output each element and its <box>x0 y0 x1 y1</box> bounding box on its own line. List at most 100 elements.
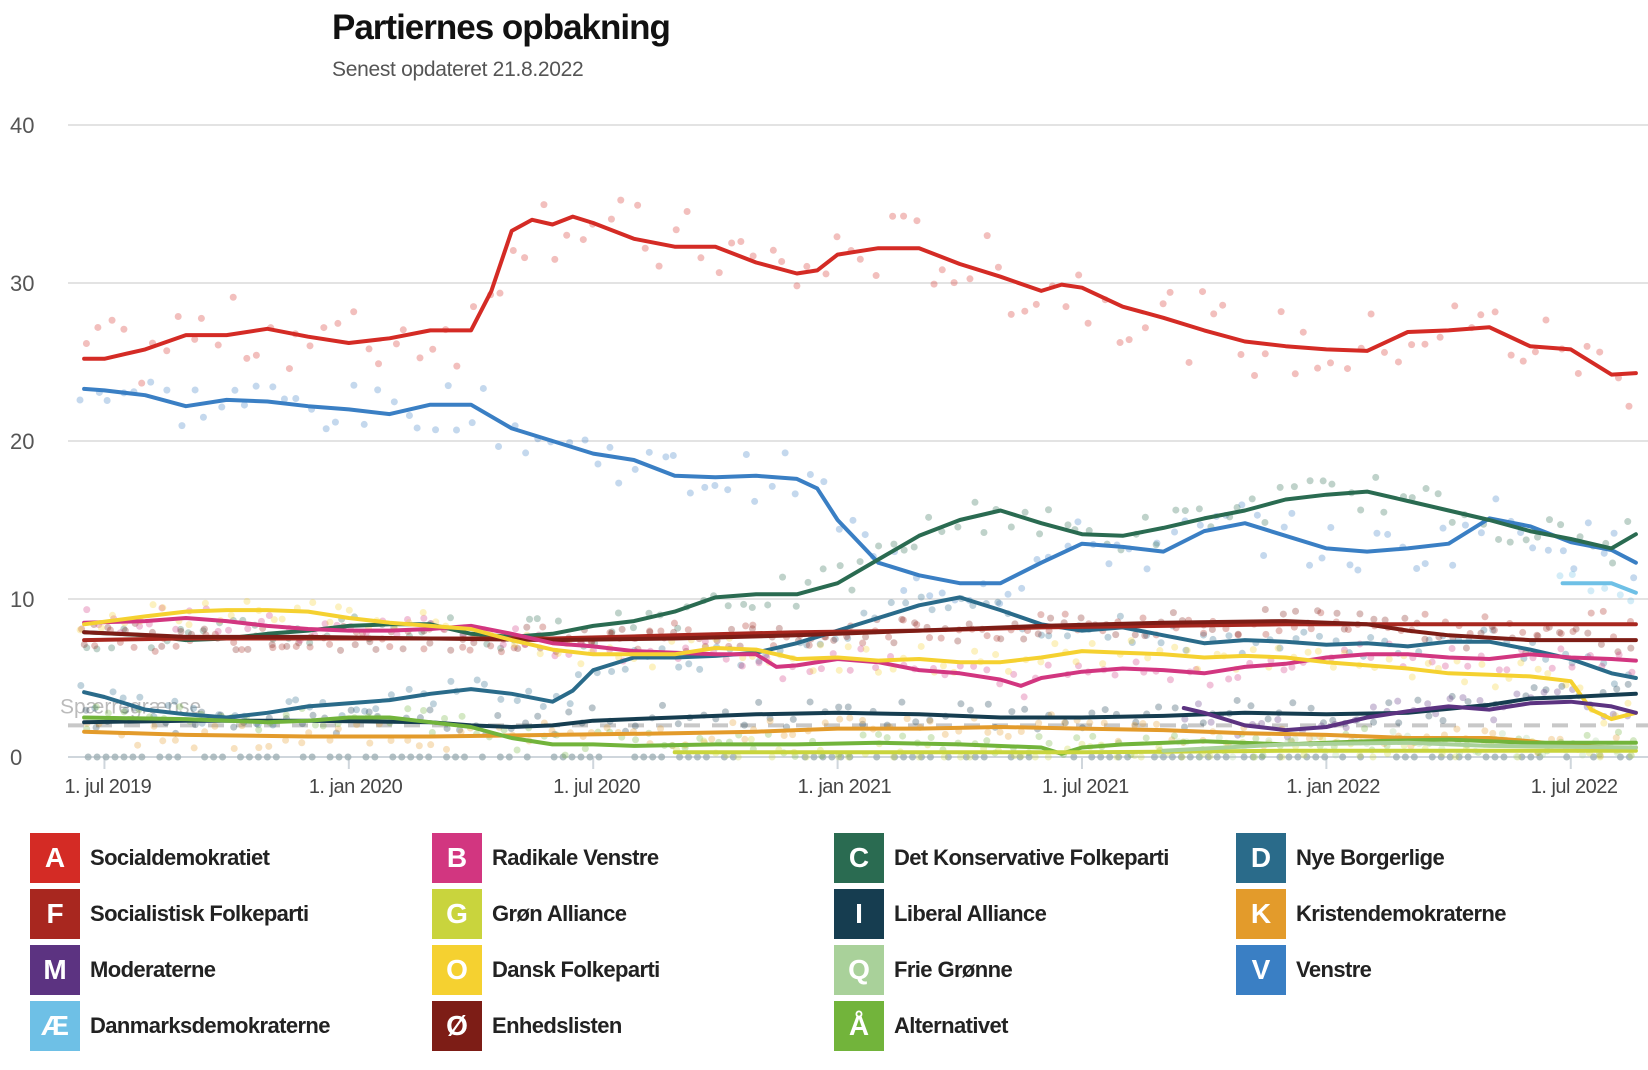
poll-dot-D <box>1315 632 1323 640</box>
poll-dot-V <box>103 396 111 404</box>
poll-dot-V <box>1004 590 1012 598</box>
poll-dot-C <box>764 601 772 609</box>
poll-dot-Ø <box>1077 614 1085 622</box>
poll-dot-O <box>992 651 1000 659</box>
poll-dot-V <box>900 586 908 594</box>
poll-dot-A <box>1277 308 1285 316</box>
poll-dot-C <box>1319 477 1327 485</box>
poll-dot-V <box>1354 566 1362 574</box>
poll-dot-A <box>392 340 400 348</box>
legend-label: Socialdemokratiet <box>90 845 270 870</box>
poll-dot-Å <box>120 708 128 716</box>
poll-dot-B <box>1495 666 1503 674</box>
poll-dot-K <box>1453 725 1461 733</box>
poll-dot-F <box>230 639 238 647</box>
poll-dot <box>254 753 262 761</box>
poll-dot-O <box>1478 660 1486 668</box>
poll-dot-C <box>446 614 454 622</box>
poll-dot-V <box>444 382 452 390</box>
poll-dot-C <box>875 542 883 550</box>
poll-dot-I <box>1624 680 1632 688</box>
poll-dot-Ø <box>337 646 345 654</box>
poll-dot-Å <box>1259 752 1267 760</box>
poll-dot <box>416 753 424 761</box>
poll-dot-B <box>872 664 880 672</box>
poll-dot-Ø <box>830 636 838 644</box>
poll-dot-V <box>751 497 759 505</box>
poll-dot <box>873 753 881 761</box>
poll-dot-C <box>1172 506 1180 514</box>
x-tick-label: 1. jan 2022 <box>1286 776 1380 798</box>
poll-dot-K <box>603 724 611 732</box>
poll-dot-K <box>171 736 179 744</box>
poll-dot-V <box>1238 501 1246 509</box>
poll-dot-A <box>1344 365 1352 373</box>
poll-dot-K <box>1153 720 1161 728</box>
poll-dot-V <box>231 386 239 394</box>
poll-dot-F <box>1037 611 1045 619</box>
poll-dot-V <box>1559 547 1567 555</box>
poll-dot-V <box>199 413 207 421</box>
poll-dot-A <box>1477 311 1485 319</box>
poll-dot-O <box>97 624 105 632</box>
poll-dot-V <box>1584 519 1592 527</box>
poll-dot-Å <box>1170 732 1178 740</box>
poll-dot-C <box>554 617 562 625</box>
poll-dot-C <box>724 602 732 610</box>
poll-dot-B <box>817 665 825 673</box>
poll-dot <box>1491 753 1499 761</box>
poll-dot-Å <box>581 745 589 753</box>
poll-dot <box>720 753 728 761</box>
poll-dot-Å <box>983 737 991 745</box>
poll-dot-A <box>1141 324 1149 332</box>
poll-dot-A <box>375 360 383 368</box>
poll-dot <box>971 753 979 761</box>
y-tick-label: 20 <box>10 429 34 454</box>
poll-dot-F <box>459 643 467 651</box>
poll-dot-D <box>447 677 455 685</box>
poll-dot-D <box>405 685 413 693</box>
poll-dot-V <box>701 483 709 491</box>
poll-dot-M <box>1342 724 1350 732</box>
poll-dot <box>398 753 406 761</box>
poll-dot-A <box>1159 300 1167 308</box>
poll-dot-C <box>804 578 812 586</box>
poll-dot-Ø <box>1112 631 1120 639</box>
poll-dot-V <box>1143 565 1151 573</box>
poll-dot-C <box>1064 521 1072 529</box>
poll-dot <box>496 753 504 761</box>
poll-dot-C <box>1248 495 1256 503</box>
poll-dot-Ø <box>727 625 735 633</box>
poll-dot-A <box>1185 358 1193 366</box>
poll-dot-I <box>230 723 238 731</box>
poll-dot-K <box>211 722 219 730</box>
poll-dot <box>1097 753 1105 761</box>
poll-dot-O <box>1088 640 1096 648</box>
poll-dot-Ø <box>447 646 455 654</box>
poll-dot-V <box>390 398 398 406</box>
poll-dot-A <box>108 316 116 324</box>
poll-dot-K <box>789 731 797 739</box>
legend-label: Det Konservative Folkeparti <box>894 845 1169 870</box>
poll-dot-Å <box>1252 734 1260 742</box>
poll-dot-I <box>789 715 797 723</box>
poll-dot-A <box>1021 307 1029 315</box>
poll-dot-Å <box>1614 728 1622 736</box>
poll-dot-O <box>817 641 825 649</box>
poll-dot-V <box>781 449 789 457</box>
poll-dot-B <box>265 612 273 620</box>
poll-dot-V <box>669 452 677 460</box>
poll-dot <box>586 753 594 761</box>
poll-dot-A <box>540 201 548 209</box>
poll-dot-I <box>1061 719 1069 727</box>
poll-dot-V <box>191 386 199 394</box>
poll-dot-G <box>940 753 948 761</box>
poll-dot-A <box>889 212 897 220</box>
poll-dot-Ø <box>1614 648 1622 656</box>
poll-dot-A <box>1491 308 1499 316</box>
poll-dot-G <box>1113 753 1121 761</box>
poll-dot-O <box>809 667 817 675</box>
poll-dot-Ø <box>997 635 1005 643</box>
poll-dot-A <box>1007 310 1015 318</box>
poll-dot-V <box>1544 546 1552 554</box>
